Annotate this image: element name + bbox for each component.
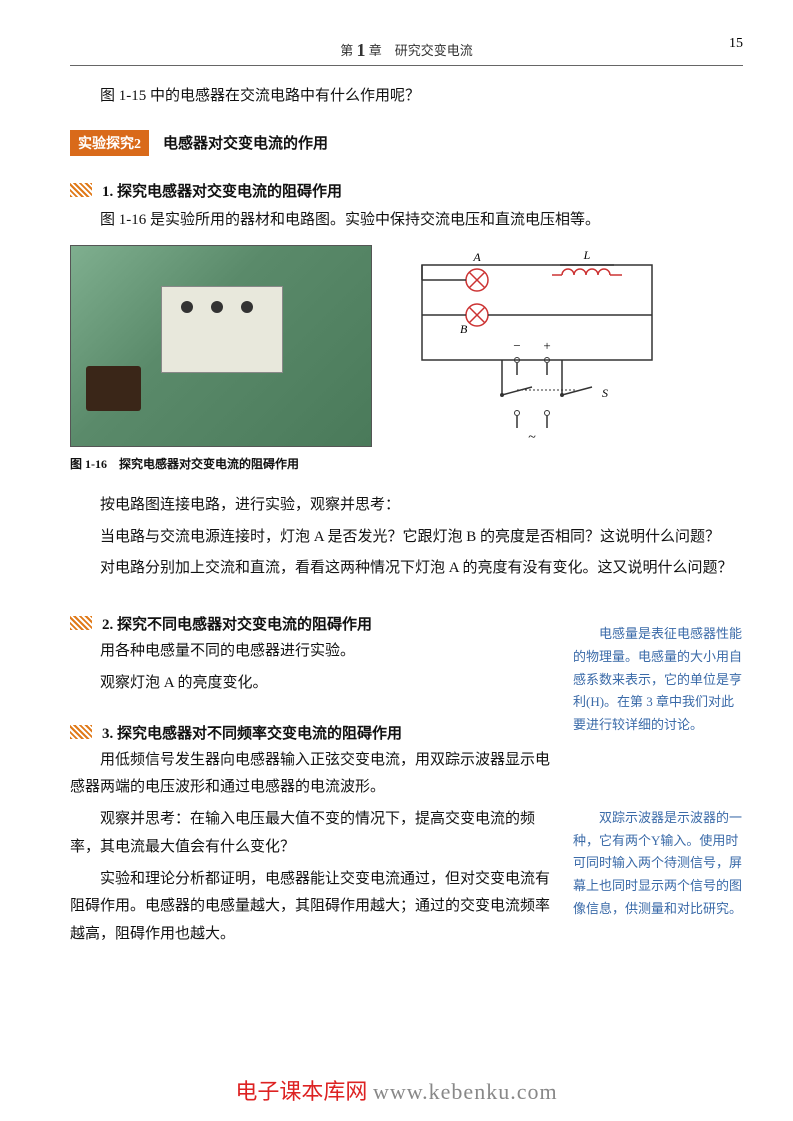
side-column: 电感量是表征电感器性能的物理量。电感量的大小用自感系数来表示，它的单位是亨利(H… — [573, 603, 743, 953]
label-plus: + — [543, 338, 550, 353]
two-column-layout: 2. 探究不同电感器对交变电流的阻碍作用 用各种电感量不同的电感器进行实验。 观… — [70, 603, 743, 953]
section1-body: 按电路图连接电路，进行实验，观察并思考： 当电路与交流电源连接时，灯泡 A 是否… — [70, 492, 743, 583]
s1a-p2: 当电路与交流电源连接时，灯泡 A 是否发光？它跟灯泡 B 的亮度是否相同？这说明… — [70, 524, 743, 552]
chapter-prefix: 第 — [340, 43, 353, 58]
photo-wrapper — [70, 245, 372, 447]
chapter-number: 1 — [357, 40, 366, 60]
hash-icon — [70, 183, 92, 197]
sidenote-2: 双踪示波器是示波器的一种，它有两个Y输入。使用时可同时输入两个待测信号，屏幕上也… — [573, 807, 743, 921]
label-S: S — [602, 386, 608, 400]
experiment-header: 实验探究2 电感器对交变电流的作用 — [70, 130, 743, 156]
section3-title: 3. 探究电感器对不同频率交变电流的阻碍作用 — [102, 726, 402, 742]
section-2: 2. 探究不同电感器对交变电流的阻碍作用 用各种电感量不同的电感器进行实验。 观… — [70, 613, 553, 698]
label-B: B — [460, 322, 468, 336]
page-header: 第 1 章 研究交变电流 15 — [70, 40, 743, 66]
chapter-label: 第 1 章 研究交变电流 — [70, 40, 743, 61]
experiment-photo — [70, 245, 372, 447]
section1-title: 1. 探究电感器对交变电流的阻碍作用 — [102, 184, 342, 200]
s3-p2: 观察并思考：在输入电压最大值不变的情况下，提高交变电流的频率，其电流最大值会有什… — [70, 806, 553, 862]
hash-icon — [70, 616, 92, 630]
s1a-p1: 按电路图连接电路，进行实验，观察并思考： — [70, 492, 743, 520]
label-tilde: ~ — [528, 430, 536, 445]
experiment-badge: 实验探究2 — [70, 130, 149, 156]
chapter-title: 章 研究交变电流 — [369, 43, 473, 58]
s1a-p3: 对电路分别加上交流和直流，看看这两种情况下灯泡 A 的亮度有没有变化。这又说明什… — [70, 555, 743, 583]
sidenote-1: 电感量是表征电感器性能的物理量。电感量的大小用自感系数来表示，它的单位是亨利(H… — [573, 623, 743, 737]
watermark-url: www.kebenku.com — [373, 1079, 558, 1104]
hash-icon — [70, 725, 92, 739]
s2-p1: 用各种电感量不同的电感器进行实验。 — [70, 638, 553, 666]
s2-p2: 观察灯泡 A 的亮度变化。 — [70, 670, 553, 698]
watermark: 电子课本库网 www.kebenku.com — [0, 1074, 793, 1106]
experiment-title: 电感器对交变电流的作用 — [163, 132, 328, 153]
s3-p1: 用低频信号发生器向电感器输入正弦交变电流，用双踪示波器显示电感器两端的电压波形和… — [70, 747, 553, 803]
section2-title: 2. 探究不同电感器对交变电流的阻碍作用 — [102, 617, 372, 633]
intro-question: 图 1-15 中的电感器在交流电路中有什么作用呢？ — [100, 84, 743, 105]
page-number: 15 — [729, 36, 743, 52]
figure-row: A L — [70, 245, 743, 447]
figure-caption: 图 1-16 探究电感器对交变电流的阻碍作用 — [70, 455, 743, 472]
label-L: L — [583, 248, 591, 262]
section-3: 3. 探究电感器对不同频率交变电流的阻碍作用 用低频信号发生器向电感器输入正弦交… — [70, 722, 553, 949]
section1-p1: 图 1-16 是实验所用的器材和电路图。实验中保持交流电压和直流电压相等。 — [70, 207, 743, 235]
watermark-text: 电子课本库网 — [235, 1079, 367, 1104]
s3-p3: 实验和理论分析都证明，电感器能让交变电流通过，但对交变电流有阻碍作用。电感器的电… — [70, 866, 553, 949]
section-1: 1. 探究电感器对交变电流的阻碍作用 图 1-16 是实验所用的器材和电路图。实… — [70, 180, 743, 235]
label-minus: − — [513, 338, 520, 353]
circuit-diagram: A L — [402, 245, 682, 445]
label-A: A — [472, 250, 481, 264]
main-column: 2. 探究不同电感器对交变电流的阻碍作用 用各种电感量不同的电感器进行实验。 观… — [70, 603, 553, 953]
